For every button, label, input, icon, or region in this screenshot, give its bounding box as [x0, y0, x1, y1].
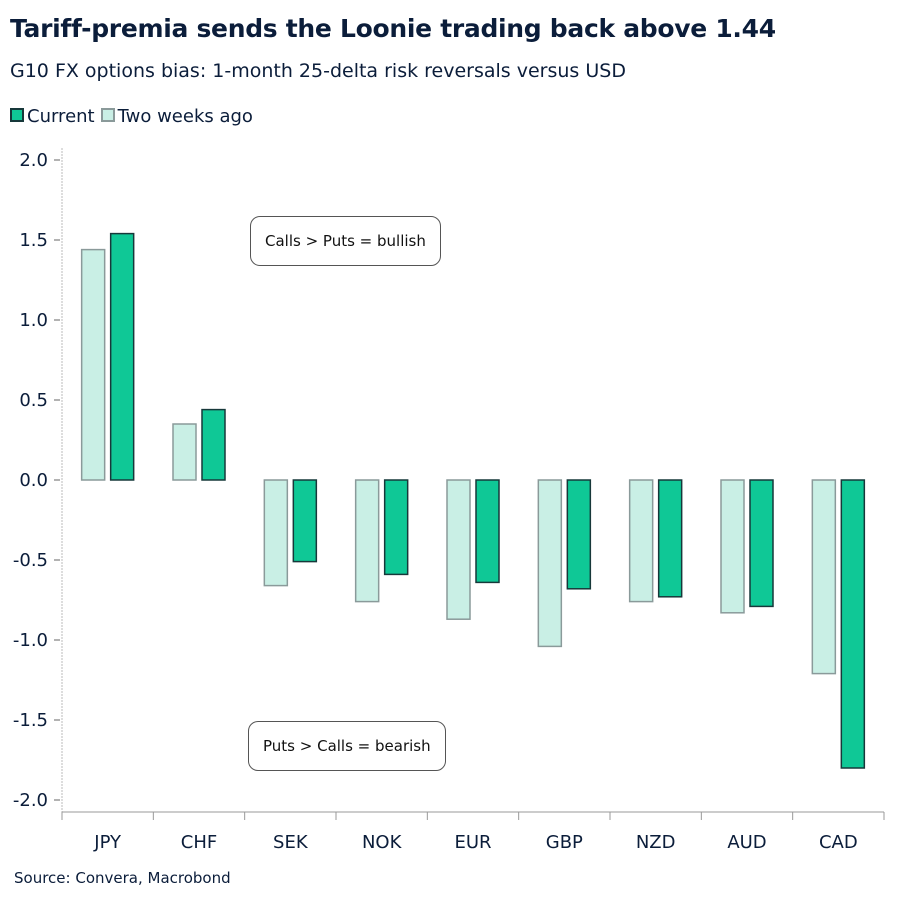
y-tick-label: 2.0 — [19, 150, 48, 171]
bar-current-jpy — [109, 232, 135, 481]
bar-two-weeks-ago-cad — [811, 479, 837, 675]
bar-two-weeks-ago-nzd — [628, 479, 654, 603]
y-tick-label: 0.0 — [19, 470, 48, 491]
bar-current-cad — [840, 479, 866, 769]
bar-two-weeks-ago-aud — [720, 479, 745, 614]
annotation-bearish: Puts > Calls = bearish — [248, 721, 446, 771]
bar-current-gbp — [566, 479, 592, 590]
y-tick-label: 1.0 — [19, 310, 48, 331]
y-tick-label: -0.5 — [13, 550, 48, 571]
x-tick-label: CHF — [181, 832, 217, 853]
legend: Current Two weeks ago — [10, 106, 253, 127]
bar-current-nzd — [657, 479, 683, 598]
y-tick-label: -2.0 — [13, 790, 48, 811]
x-tick-label: GBP — [546, 832, 583, 853]
bar-two-weeks-ago-gbp — [537, 479, 563, 648]
y-tick-label: -1.5 — [13, 710, 48, 731]
bar-current-chf — [201, 408, 226, 481]
bar-two-weeks-ago-jpy — [80, 248, 106, 481]
y-tick-label: -1.0 — [13, 630, 48, 651]
x-tick-label: NOK — [362, 832, 403, 853]
source-note: Source: Convera, Macrobond — [14, 869, 231, 887]
legend-swatch-two-weeks — [100, 108, 115, 122]
chart-title: Tariff-premia sends the Loonie trading b… — [10, 14, 776, 43]
x-tick-label: CAD — [819, 832, 858, 853]
legend-item-two-weeks: Two weeks ago — [100, 106, 253, 127]
x-tick-label: NZD — [636, 832, 676, 853]
y-tick-label: 1.5 — [19, 230, 48, 251]
x-tick-label: AUD — [727, 832, 766, 853]
legend-label: Current — [27, 106, 95, 127]
legend-swatch-current — [10, 108, 24, 122]
bar-current-sek — [292, 479, 318, 563]
legend-item-current: Current — [10, 106, 95, 127]
chart-subtitle: G10 FX options bias: 1-month 25-delta ri… — [10, 60, 626, 82]
bar-two-weeks-ago-sek — [263, 479, 289, 587]
bar-current-aud — [749, 479, 774, 608]
bar-current-eur — [475, 479, 500, 584]
bar-current-nok — [383, 479, 409, 576]
x-tick-label: JPY — [93, 832, 122, 853]
bar-two-weeks-ago-nok — [354, 479, 380, 603]
x-tick-label: EUR — [454, 832, 491, 853]
legend-label: Two weeks ago — [117, 106, 253, 127]
annotation-bullish: Calls > Puts = bullish — [250, 216, 441, 266]
bar-two-weeks-ago-eur — [446, 479, 471, 620]
x-tick-label: SEK — [273, 832, 309, 853]
bar-two-weeks-ago-chf — [172, 423, 197, 481]
y-tick-label: 0.5 — [19, 390, 48, 411]
